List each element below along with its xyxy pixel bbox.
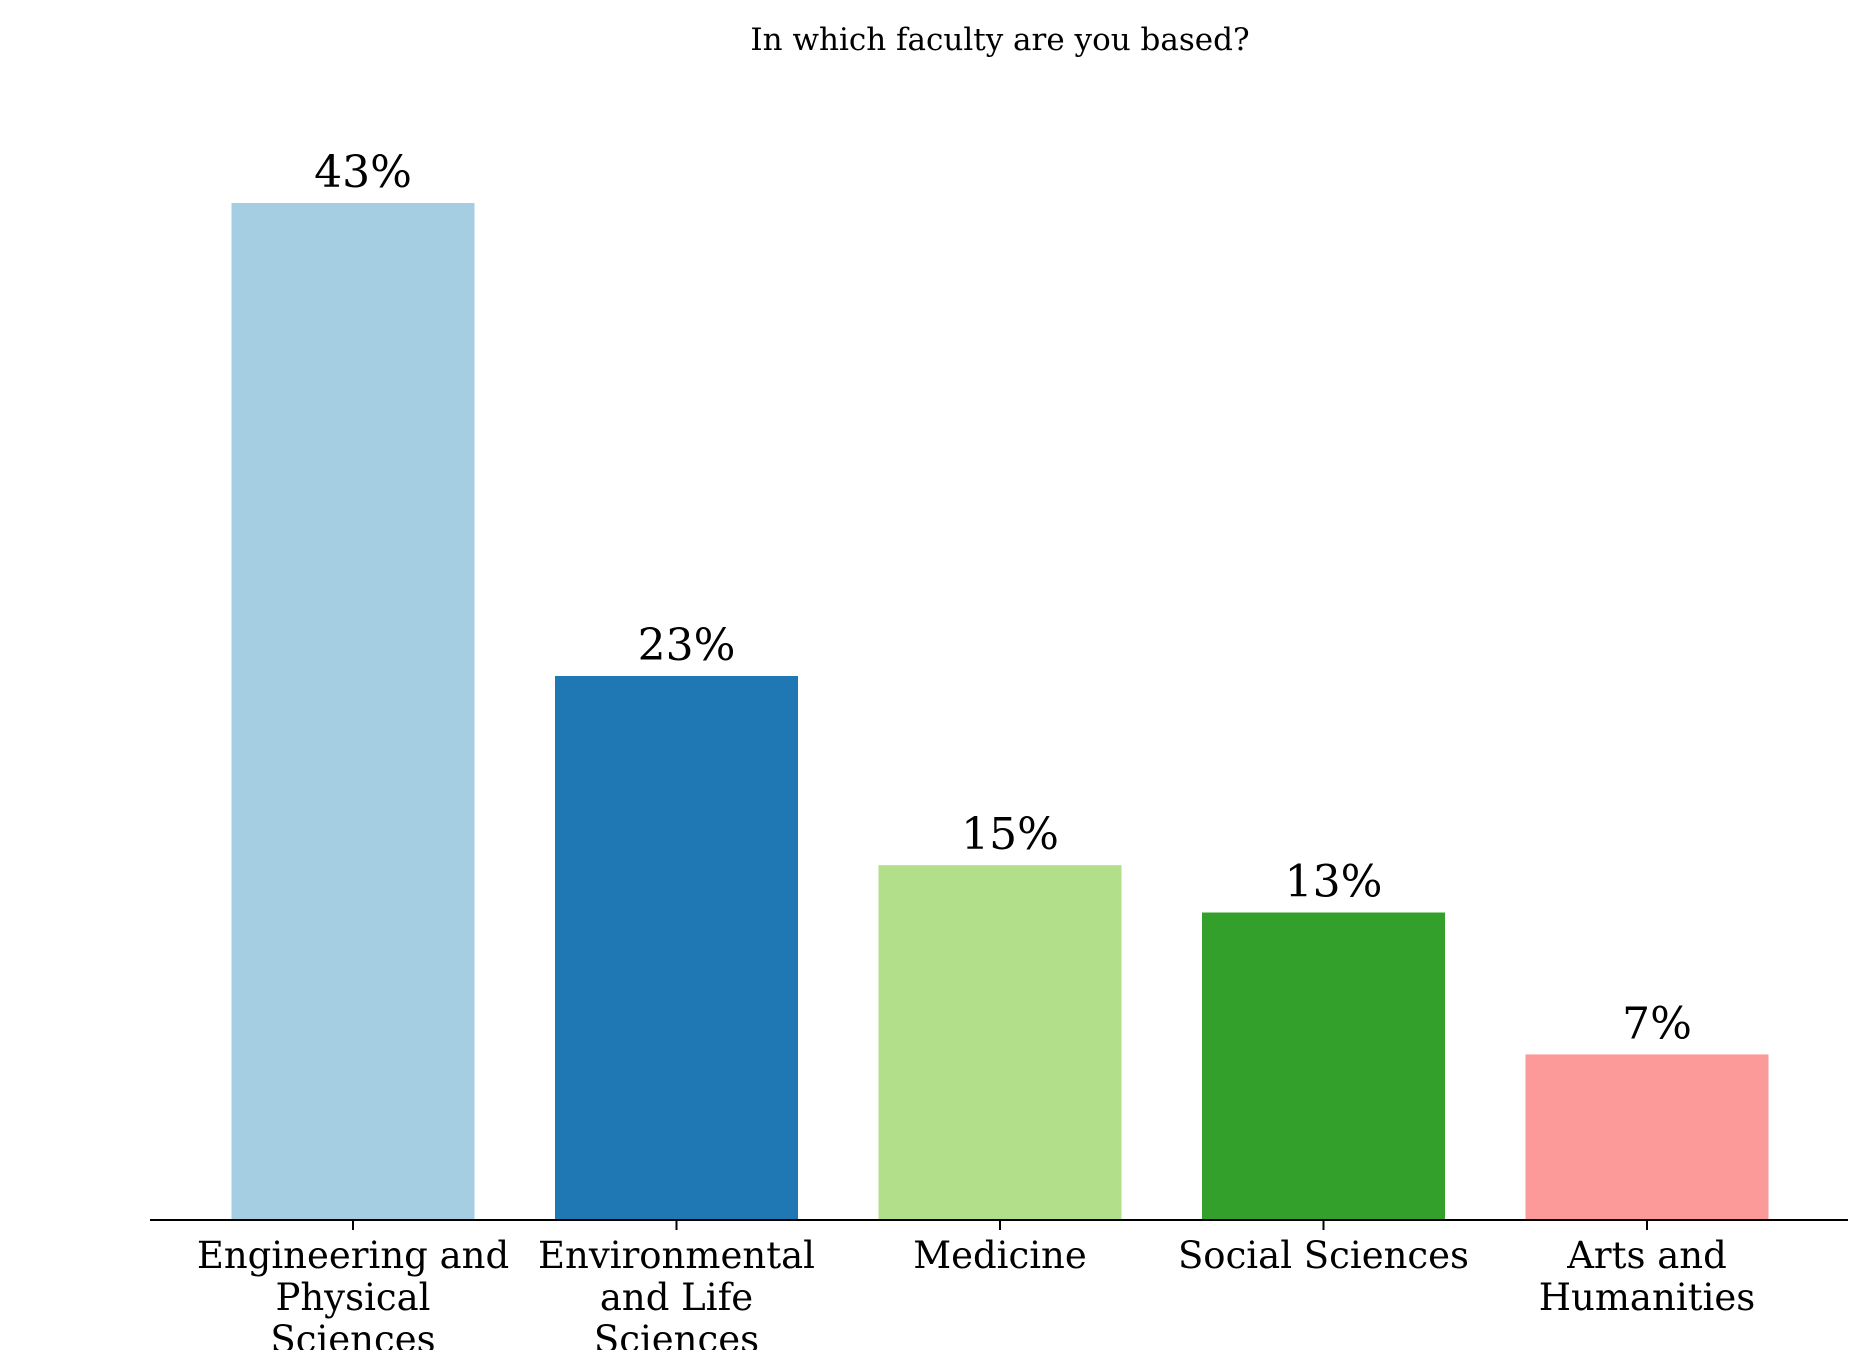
x-tick-label-3: Medicine [913,1234,1087,1277]
data-label-3: 15% [961,809,1059,860]
bar-5 [1525,1054,1769,1220]
x-tick-label-5: Arts and Humanities [1539,1234,1756,1319]
x-ticks-group: Engineering and Physical SciencesEnvironme… [197,1220,1755,1350]
data-label-1: 43% [314,147,412,198]
bar-3 [878,865,1122,1220]
x-tick-label-4: Social Sciences [1178,1234,1469,1277]
x-tick-label-line: Medicine [913,1234,1087,1277]
chart-title: In which faculty are you based? [750,22,1249,58]
data-labels-group: 43% 23% 15% 13% 7% [314,147,1692,1049]
x-tick-label-line: Engineering and [197,1234,509,1277]
bars-group [231,203,1769,1220]
x-tick-label-line: Social Sciences [1178,1234,1469,1277]
x-tick-label-1: Engineering and Physical Sciences [197,1234,509,1350]
x-tick-label-line: Humanities [1539,1276,1756,1319]
x-tick-label-line: Sciences [594,1318,759,1350]
x-tick-label-line: Environmental [538,1234,815,1277]
data-label-4: 13% [1285,857,1383,908]
x-tick-label-line: Arts and [1566,1234,1727,1277]
data-label-5: 7% [1622,998,1692,1049]
bar-1 [231,203,475,1220]
x-tick-label-line: and Life [600,1276,753,1319]
bar-2 [555,676,798,1220]
x-tick-label-line: Sciences [270,1318,435,1350]
x-tick-label-2: Environmental and Life Sciences [538,1234,815,1350]
bar-4 [1202,912,1445,1220]
data-label-2: 23% [638,620,736,671]
x-tick-label-line: Physical [275,1276,430,1319]
